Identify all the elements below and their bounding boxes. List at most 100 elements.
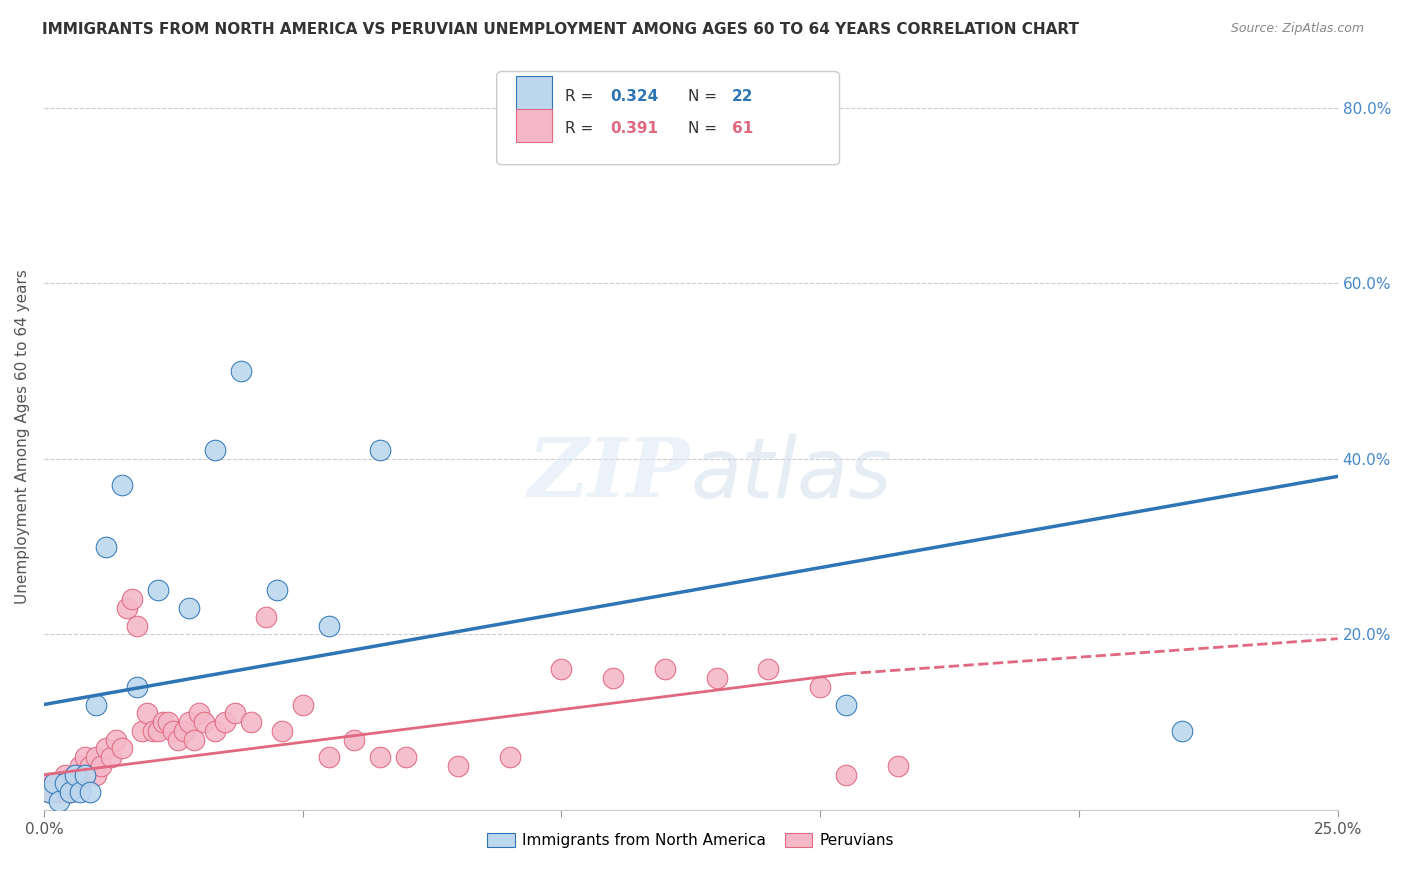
- Text: Source: ZipAtlas.com: Source: ZipAtlas.com: [1230, 22, 1364, 36]
- Y-axis label: Unemployment Among Ages 60 to 64 years: Unemployment Among Ages 60 to 64 years: [15, 269, 30, 605]
- Point: [177, 601, 200, 615]
- Point: [291, 698, 314, 712]
- Point: [173, 723, 195, 738]
- Point: [94, 540, 117, 554]
- Text: IMMIGRANTS FROM NORTH AMERICA VS PERUVIAN UNEMPLOYMENT AMONG AGES 60 TO 64 YEARS: IMMIGRANTS FROM NORTH AMERICA VS PERUVIA…: [42, 22, 1080, 37]
- Point: [254, 609, 277, 624]
- Point: [146, 583, 169, 598]
- Point: [835, 768, 858, 782]
- Point: [59, 776, 82, 790]
- Text: 0.391: 0.391: [610, 121, 658, 136]
- FancyBboxPatch shape: [516, 109, 553, 143]
- Point: [188, 706, 211, 721]
- Text: N =: N =: [688, 121, 723, 136]
- Point: [53, 768, 76, 782]
- Text: 0.324: 0.324: [610, 88, 659, 103]
- Point: [204, 723, 226, 738]
- Point: [105, 732, 128, 747]
- Point: [75, 768, 97, 782]
- Text: R =: R =: [565, 121, 599, 136]
- Point: [59, 785, 82, 799]
- Point: [758, 662, 780, 676]
- Point: [142, 723, 165, 738]
- Point: [368, 750, 391, 764]
- Point: [162, 723, 184, 738]
- Point: [177, 714, 200, 729]
- Point: [239, 714, 262, 729]
- Point: [204, 443, 226, 458]
- Point: [498, 750, 520, 764]
- Point: [44, 776, 66, 790]
- Point: [550, 662, 572, 676]
- Point: [395, 750, 418, 764]
- Point: [110, 741, 132, 756]
- Point: [157, 714, 180, 729]
- Point: [63, 776, 86, 790]
- Point: [44, 776, 66, 790]
- Text: N =: N =: [688, 88, 723, 103]
- Point: [75, 768, 97, 782]
- Point: [48, 785, 70, 799]
- Point: [59, 785, 82, 799]
- Point: [271, 723, 294, 738]
- Point: [94, 741, 117, 756]
- Point: [318, 618, 340, 632]
- Point: [706, 671, 728, 685]
- Point: [63, 768, 86, 782]
- Point: [84, 698, 107, 712]
- Point: [136, 706, 159, 721]
- Point: [63, 768, 86, 782]
- FancyBboxPatch shape: [516, 76, 553, 110]
- Point: [69, 785, 91, 799]
- Point: [152, 714, 174, 729]
- Point: [146, 723, 169, 738]
- Point: [318, 750, 340, 764]
- Legend: Immigrants from North America, Peruvians: Immigrants from North America, Peruvians: [481, 827, 900, 855]
- Point: [38, 785, 60, 799]
- Point: [224, 706, 246, 721]
- Point: [447, 759, 470, 773]
- Point: [84, 750, 107, 764]
- Point: [835, 698, 858, 712]
- Point: [229, 364, 252, 378]
- Point: [75, 750, 97, 764]
- Text: 61: 61: [733, 121, 754, 136]
- Point: [38, 785, 60, 799]
- FancyBboxPatch shape: [496, 71, 839, 165]
- Point: [90, 759, 112, 773]
- Point: [602, 671, 624, 685]
- Point: [79, 759, 101, 773]
- Point: [1171, 723, 1194, 738]
- Point: [167, 732, 190, 747]
- Text: ZIP: ZIP: [529, 434, 690, 514]
- Point: [100, 750, 122, 764]
- Point: [38, 776, 60, 790]
- Point: [110, 478, 132, 492]
- Point: [69, 776, 91, 790]
- Point: [131, 723, 153, 738]
- Point: [654, 662, 676, 676]
- Point: [193, 714, 215, 729]
- Point: [48, 776, 70, 790]
- Point: [887, 759, 910, 773]
- Point: [125, 618, 148, 632]
- Point: [48, 794, 70, 808]
- Point: [53, 785, 76, 799]
- Text: 22: 22: [733, 88, 754, 103]
- Point: [125, 680, 148, 694]
- Point: [183, 732, 205, 747]
- Point: [343, 732, 366, 747]
- Text: R =: R =: [565, 88, 599, 103]
- Point: [808, 680, 831, 694]
- Point: [44, 785, 66, 799]
- Point: [368, 443, 391, 458]
- Text: atlas: atlas: [690, 434, 893, 515]
- Point: [214, 714, 236, 729]
- Point: [121, 592, 143, 607]
- Point: [84, 768, 107, 782]
- Point: [53, 776, 76, 790]
- Point: [69, 759, 91, 773]
- Point: [79, 785, 101, 799]
- Point: [266, 583, 288, 598]
- Point: [115, 601, 138, 615]
